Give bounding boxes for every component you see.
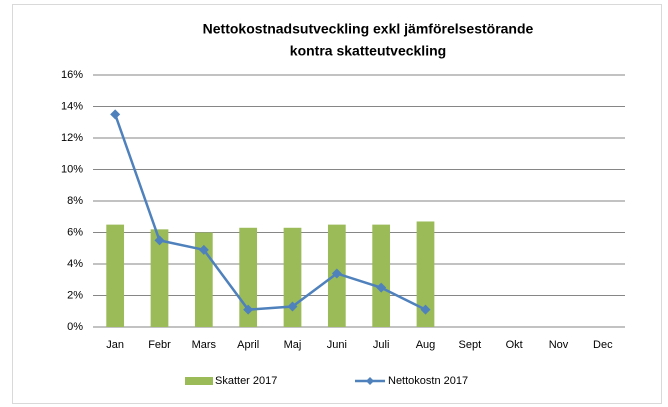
line-marker (154, 235, 165, 246)
y-tick-label: 4% (67, 258, 83, 270)
x-tick-label: Juli (373, 339, 390, 351)
legend-label: Skatter 2017 (215, 375, 277, 387)
x-tick-label: Okt (506, 339, 523, 351)
x-tick-label: Nov (549, 339, 569, 351)
x-tick-label: Maj (284, 339, 302, 351)
bar (150, 229, 169, 327)
legend-label: Nettokostn 2017 (388, 375, 468, 387)
line-marker (331, 268, 342, 279)
y-tick-label: 16% (61, 69, 83, 81)
x-tick-label: Mars (192, 339, 217, 351)
chart-title: Nettokostnadsutveckling exkl jämförelses… (203, 21, 534, 37)
bar (416, 221, 435, 327)
legend-swatch (185, 377, 213, 385)
legend-swatch (366, 377, 374, 385)
y-tick-label: 6% (67, 226, 83, 238)
chart-border (12, 4, 662, 404)
y-tick-label: 14% (61, 100, 83, 112)
bar (283, 227, 302, 327)
x-tick-label: Sept (459, 339, 482, 351)
y-tick-label: 0% (67, 321, 83, 333)
y-tick-label: 12% (61, 132, 83, 144)
line-marker (198, 244, 209, 255)
line-marker (110, 109, 121, 120)
x-tick-label: Juni (327, 339, 347, 351)
x-tick-label: April (237, 339, 259, 351)
x-tick-label: Jan (106, 339, 124, 351)
x-tick-label: Aug (416, 339, 436, 351)
x-tick-label: Febr (148, 339, 171, 351)
bar (372, 224, 391, 327)
line-marker (420, 304, 431, 315)
line-marker (243, 304, 254, 315)
chart-title: kontra skatteutveckling (290, 43, 446, 59)
x-tick-label: Dec (593, 339, 613, 351)
line-marker (376, 282, 387, 293)
y-tick-label: 8% (67, 195, 83, 207)
bar (106, 224, 125, 327)
y-tick-label: 10% (61, 163, 83, 175)
line (113, 113, 427, 311)
line-marker (287, 301, 298, 312)
y-tick-label: 2% (67, 289, 83, 301)
